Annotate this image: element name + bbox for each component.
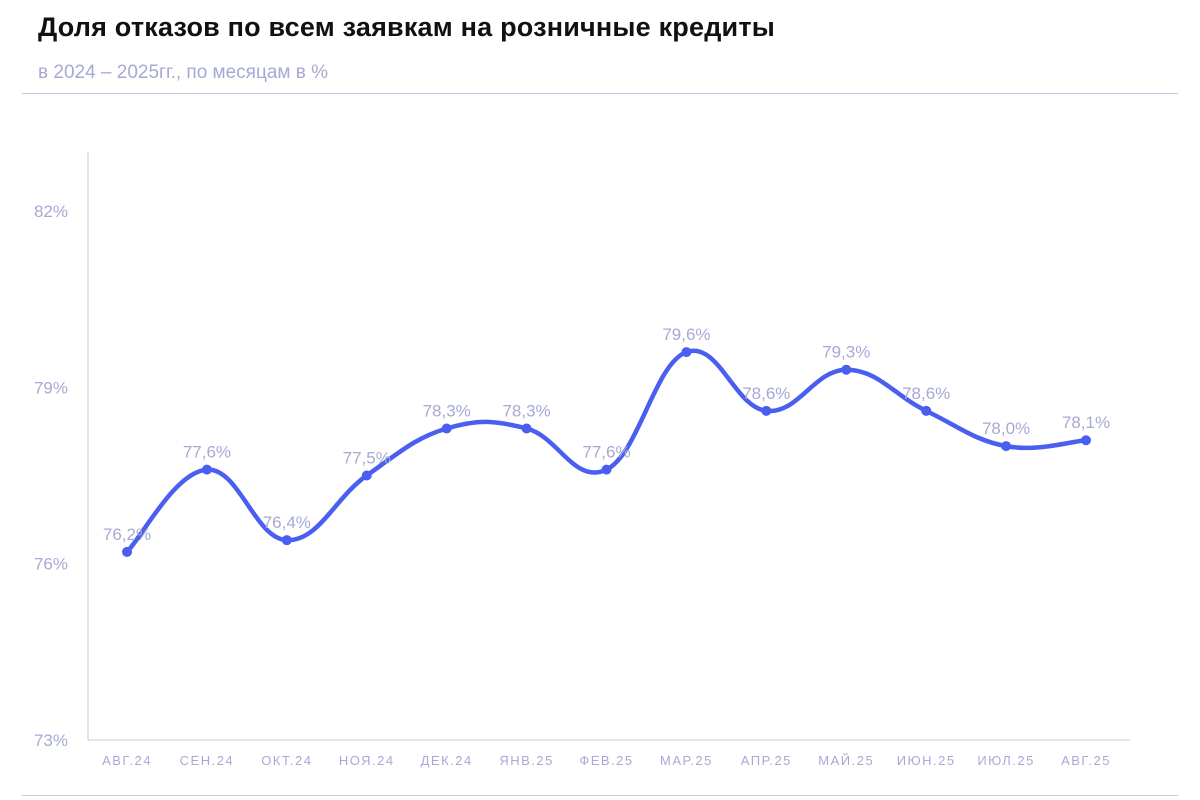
- data-label: 76,4%: [263, 513, 311, 532]
- data-point: [601, 464, 612, 475]
- x-tick-label: МАР.25: [660, 753, 713, 768]
- bottom-divider: [22, 795, 1178, 796]
- data-point: [1081, 435, 1091, 446]
- top-divider: [22, 93, 1178, 94]
- data-label: 78,6%: [902, 384, 950, 403]
- x-tick-label: АВГ.25: [1061, 753, 1111, 768]
- data-label: 77,5%: [343, 449, 391, 468]
- chart-subtitle: в 2024 – 2025гг., по месяцам в %: [38, 62, 329, 83]
- data-points: [122, 347, 1091, 557]
- x-tick-label: ЯНВ.25: [499, 753, 554, 768]
- y-tick-label: 82%: [34, 202, 68, 221]
- y-tick-label: 79%: [34, 378, 68, 397]
- x-tick-labels: АВГ.24 СЕН.24 ОКТ.24 НОЯ.24 ДЕК.24 ЯНВ.25 ФЕВ.…: [102, 753, 1111, 768]
- y-tick-label: 76%: [34, 555, 68, 574]
- data-labels: 76,2% 77,6% 76,4% 77,5% 78,3% 78,3% 77,6% 79,6%…: [103, 325, 1110, 544]
- x-tick-label: МАЙ.25: [818, 753, 874, 768]
- x-tick-label: ДЕК.24: [421, 753, 473, 768]
- data-point: [201, 464, 212, 475]
- data-label: 78,1%: [1062, 413, 1110, 432]
- data-point: [841, 364, 852, 375]
- data-point: [521, 423, 532, 434]
- x-tick-label: ФЕВ.25: [579, 753, 633, 768]
- data-point: [1001, 441, 1012, 452]
- data-label: 78,0%: [982, 419, 1030, 438]
- y-tick-labels: 73% 76% 79% 82%: [34, 202, 68, 750]
- data-label: 78,3%: [502, 401, 550, 420]
- data-label: 79,6%: [662, 325, 710, 344]
- data-point: [122, 546, 132, 557]
- y-tick-label: 73%: [34, 731, 68, 750]
- data-label: 77,6%: [582, 443, 630, 462]
- data-point: [921, 405, 932, 416]
- data-label: 79,3%: [822, 343, 870, 362]
- data-label: 78,6%: [742, 384, 790, 403]
- x-tick-label: АВГ.24: [102, 753, 152, 768]
- data-label: 77,6%: [183, 443, 231, 462]
- x-tick-label: ИЮЛ.25: [977, 753, 1035, 768]
- data-point: [761, 405, 772, 416]
- x-tick-label: АПР.25: [741, 753, 792, 768]
- data-label: 78,3%: [423, 401, 471, 420]
- data-point: [441, 423, 452, 434]
- data-label: 76,2%: [103, 525, 151, 544]
- data-point: [681, 347, 692, 358]
- x-tick-label: СЕН.24: [180, 753, 235, 768]
- chart-title: Доля отказов по всем заявкам на розничны…: [38, 12, 776, 42]
- x-tick-label: ОКТ.24: [261, 753, 312, 768]
- data-point: [361, 470, 372, 481]
- x-tick-label: ИЮН.25: [897, 753, 956, 768]
- x-tick-label: НОЯ.24: [339, 753, 395, 768]
- data-point: [281, 535, 292, 546]
